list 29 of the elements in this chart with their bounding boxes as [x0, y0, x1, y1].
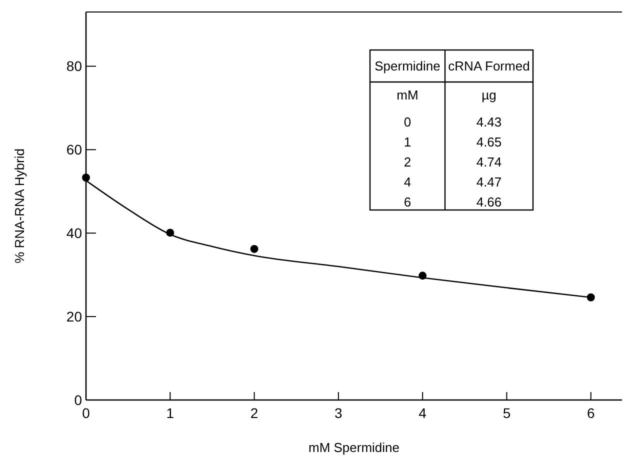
x-tick-label: 1: [166, 405, 174, 421]
annotation: Spermidine: [374, 58, 440, 74]
annotation: cRNA Formed: [448, 58, 530, 74]
x-tick-label: 4: [418, 405, 427, 421]
x-axis-title: mM Spermidine: [308, 440, 400, 455]
annotation: 6: [404, 194, 412, 210]
annotation: 4: [404, 174, 412, 190]
point: [82, 174, 90, 182]
y-tick-label: 40: [66, 225, 82, 242]
annotation: µg: [482, 88, 496, 103]
annotation: 4.66: [476, 194, 502, 210]
y-tick-label: 0: [74, 392, 82, 408]
y-tick-label: 80: [66, 58, 82, 74]
point: [250, 244, 258, 253]
annotation: 4.43: [476, 114, 502, 130]
annotation: 4.47: [476, 174, 502, 190]
x-tick-label: 2: [250, 405, 258, 421]
annotation: 4.74: [476, 154, 502, 170]
annotation: 0: [404, 114, 412, 130]
y-axis-title: % RNA-RNA Hybrid: [12, 148, 27, 264]
y-tick-label: 20: [66, 308, 82, 324]
x-tick-label: 5: [502, 405, 511, 421]
y-tick-label: 60: [66, 142, 82, 158]
x-tick-label: 3: [334, 405, 343, 421]
x-tick-label: 6: [586, 405, 595, 421]
annotation: 1: [404, 134, 412, 150]
annotation: 4.65: [476, 134, 502, 150]
annotation: mM: [396, 88, 418, 103]
annotation: 2: [404, 154, 412, 170]
